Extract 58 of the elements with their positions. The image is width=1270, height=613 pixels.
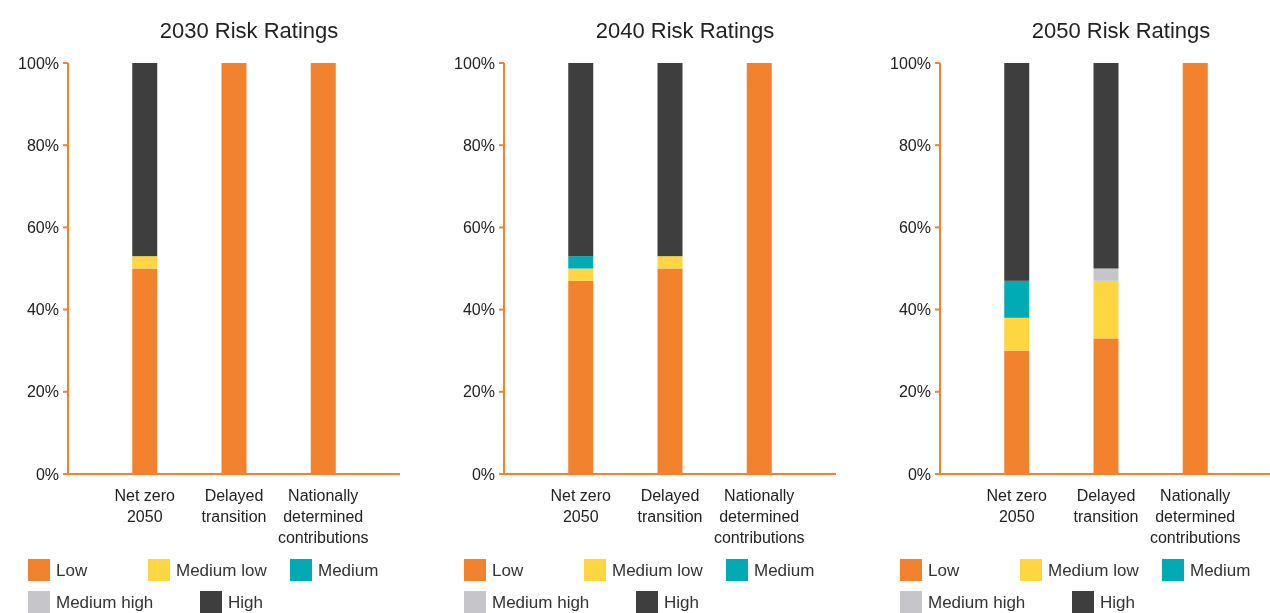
- x-tick-label: Nationally determined contributions: [277, 487, 369, 546]
- bar: [1093, 63, 1119, 269]
- legend-label: High: [1100, 592, 1135, 612]
- y-tick-label: 0%: [35, 465, 59, 483]
- legend-label: Medium: [1190, 560, 1251, 580]
- bar: [1004, 280, 1030, 318]
- y-tick-label: 20%: [26, 383, 59, 401]
- y-tick-label: 40%: [898, 301, 931, 319]
- legend-label: Low: [56, 560, 88, 580]
- legend-label: Medium high: [56, 592, 154, 612]
- bar: [1093, 268, 1119, 281]
- x-tick-label: Nationally determined contributions: [1149, 487, 1241, 546]
- legend-label: Medium low: [1048, 560, 1140, 580]
- bar: [132, 256, 158, 269]
- bar: [657, 63, 683, 257]
- y-tick-label: 40%: [462, 301, 495, 319]
- y-tick-label: 60%: [898, 219, 931, 236]
- y-tick-label: 60%: [26, 219, 59, 236]
- x-tick-label: Delayed transition: [201, 487, 267, 525]
- bar: [1093, 280, 1119, 339]
- y-tick-label: 20%: [898, 383, 931, 401]
- x-tick-label: Nationally determined contributions: [713, 487, 805, 546]
- x-tick-label: Net zero 2050: [550, 487, 612, 525]
- chart-title: 2050 Risk Ratings: [1031, 18, 1211, 43]
- bar: [132, 63, 158, 257]
- x-tick-label: Delayed transition: [1073, 487, 1139, 525]
- y-tick-label: 100%: [18, 54, 59, 72]
- legend-label: Low: [928, 560, 960, 580]
- y-tick-label: 40%: [26, 301, 59, 319]
- y-tick-label: 20%: [462, 383, 495, 401]
- legend-label: Medium low: [612, 560, 704, 580]
- legend-label: Medium: [754, 560, 815, 580]
- x-tick-label: Net zero 2050: [114, 487, 176, 525]
- bar: [568, 268, 594, 281]
- y-tick-label: 80%: [898, 136, 931, 154]
- legend-label: Medium high: [928, 592, 1026, 612]
- y-tick-label: 80%: [462, 136, 495, 154]
- bar: [1004, 317, 1030, 351]
- legend-label: High: [664, 592, 699, 612]
- bar: [1004, 63, 1030, 281]
- bar: [657, 256, 683, 269]
- bar: [568, 256, 594, 269]
- bar: [568, 63, 594, 257]
- legend-label: Medium high: [492, 592, 590, 612]
- y-tick-label: 0%: [471, 465, 495, 483]
- legend-label: High: [228, 592, 263, 612]
- legend-label: Medium: [318, 560, 379, 580]
- y-tick-label: 80%: [26, 136, 59, 154]
- y-tick-label: 60%: [462, 219, 495, 236]
- y-tick-label: 0%: [907, 465, 931, 483]
- x-tick-label: Net zero 2050: [986, 487, 1048, 525]
- y-tick-label: 100%: [454, 54, 495, 72]
- chart-title: 2040 Risk Ratings: [595, 18, 775, 43]
- legend-label: Medium low: [176, 560, 268, 580]
- x-tick-label: Delayed transition: [637, 487, 703, 525]
- chart-title: 2030 Risk Ratings: [159, 18, 339, 43]
- legend-label: Low: [492, 560, 524, 580]
- y-tick-label: 100%: [890, 54, 931, 72]
